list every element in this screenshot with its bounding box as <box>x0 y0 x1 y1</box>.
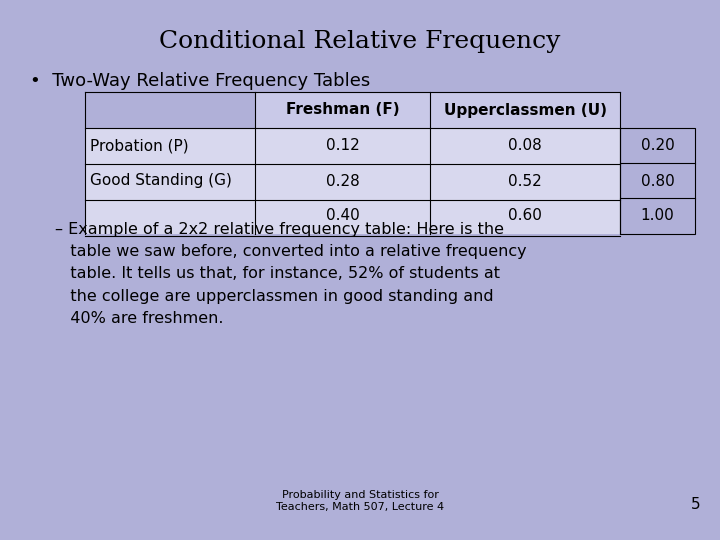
Text: 1.00: 1.00 <box>641 208 675 224</box>
Text: 0.40: 0.40 <box>325 208 359 224</box>
Bar <box>620 163 695 199</box>
Bar <box>85 163 255 199</box>
Text: Probation (P): Probation (P) <box>90 138 189 153</box>
Bar <box>255 198 430 234</box>
Bar <box>255 128 430 164</box>
Bar <box>85 92 255 128</box>
Bar <box>255 163 430 199</box>
Text: Good Standing (G): Good Standing (G) <box>90 173 232 188</box>
Text: 0.60: 0.60 <box>508 208 542 224</box>
Text: 0.20: 0.20 <box>641 138 675 153</box>
Text: – Example of a 2x2 relative frequency table: Here is the
   table we saw before,: – Example of a 2x2 relative frequency ta… <box>55 222 526 326</box>
Bar <box>430 92 620 128</box>
Bar <box>255 92 430 128</box>
Text: Conditional Relative Frequency: Conditional Relative Frequency <box>159 30 561 53</box>
Text: 0.08: 0.08 <box>508 138 542 153</box>
Text: 0.80: 0.80 <box>641 173 675 188</box>
Bar <box>430 198 620 234</box>
Text: •  Two-Way Relative Frequency Tables: • Two-Way Relative Frequency Tables <box>30 72 370 90</box>
Bar <box>620 128 695 164</box>
Bar <box>620 163 695 199</box>
Text: Upperclassmen (U): Upperclassmen (U) <box>444 103 606 118</box>
Text: Freshman (F): Freshman (F) <box>286 103 400 118</box>
Bar <box>85 128 255 164</box>
Text: Probability and Statistics for
Teachers, Math 507, Lecture 4: Probability and Statistics for Teachers,… <box>276 490 444 512</box>
Text: 0.28: 0.28 <box>325 173 359 188</box>
Bar <box>620 198 695 234</box>
Bar <box>620 92 695 128</box>
Text: 0.12: 0.12 <box>325 138 359 153</box>
Bar <box>430 163 620 199</box>
Bar <box>430 128 620 164</box>
Bar <box>85 198 255 234</box>
Text: 5: 5 <box>690 497 700 512</box>
Text: 0.52: 0.52 <box>508 173 542 188</box>
Bar <box>620 128 695 164</box>
Bar <box>620 198 695 234</box>
